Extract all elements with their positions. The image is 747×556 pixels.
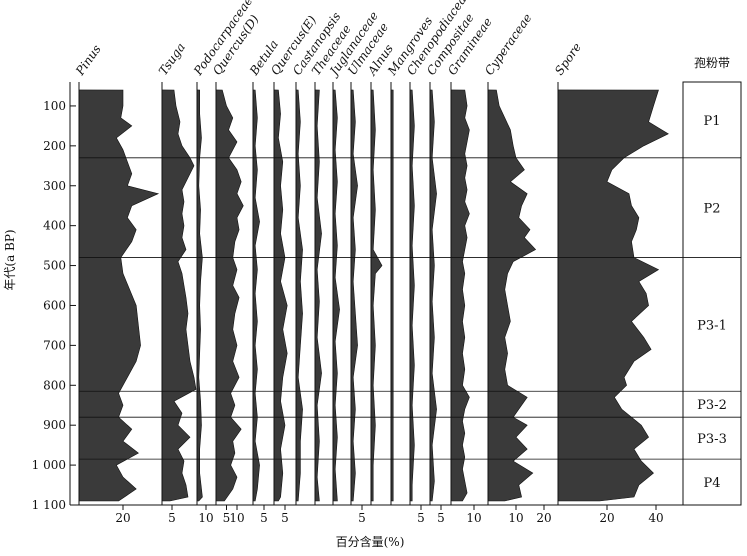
zone-header: 孢粉带 (694, 56, 730, 70)
zone-label: P3-1 (697, 318, 727, 333)
panel-spore: Spore 20 40 (552, 40, 669, 525)
zone-label: P1 (703, 114, 720, 129)
x-tick-label: 10 (466, 511, 481, 525)
x-tick-label: 5 (358, 511, 366, 525)
y-axis-title: 年代(a BP) (3, 229, 17, 290)
y-tick-label: 1 000 (32, 458, 66, 472)
x-tick-label: 5 (281, 511, 289, 525)
x-tick-label: 20 (536, 511, 551, 525)
x-tick-label: 5 (260, 511, 268, 525)
x-tick-label: 5 (417, 511, 425, 525)
area-curve (273, 89, 288, 502)
panel-quercus-e-: Quercus(E)5 (268, 13, 319, 525)
x-tick-label: 5 (223, 511, 231, 525)
area-curve (332, 89, 340, 502)
zone-box (682, 81, 742, 506)
area-curve (215, 89, 244, 502)
x-tick-label: 40 (648, 511, 663, 525)
x-tick-label: 10 (229, 511, 244, 525)
area-curve (78, 89, 160, 502)
area-curve (390, 89, 394, 502)
x-axis-title: 百分含量(%) (336, 534, 405, 549)
y-tick-label: 300 (43, 179, 66, 193)
y-tick-label: 900 (43, 418, 66, 432)
area-curve (196, 89, 203, 502)
area-curve (350, 89, 358, 502)
y-tick-label: 400 (43, 219, 66, 233)
x-tick-label: 10 (198, 511, 213, 525)
y-tick-label: 100 (43, 99, 66, 113)
area-curve (252, 89, 260, 502)
zone-label: P2 (703, 202, 720, 217)
x-tick-label: 20 (599, 511, 614, 525)
panel-tsuga: Tsuga 5 (156, 40, 197, 525)
zone-label: P3-3 (697, 432, 727, 447)
taxon-title: Tsuga (156, 40, 188, 77)
area-curve (161, 89, 197, 502)
x-tick-label: 10 (508, 511, 523, 525)
x-tick-label: 5 (437, 511, 445, 525)
area-curve (429, 89, 437, 502)
area-curve (314, 89, 322, 502)
panel-pinus: Pinus 20 (72, 42, 160, 525)
y-tick-label: 600 (43, 298, 66, 312)
y-tick-label: 1 100 (32, 498, 66, 512)
area-curve (557, 89, 669, 502)
area-curve (370, 89, 383, 502)
zone-column: P1 P2 P3-1 P3-2 P3-3 P4 (79, 81, 742, 506)
zone-label: P4 (703, 476, 720, 491)
x-tick-label: 20 (115, 511, 130, 525)
area-curve (409, 89, 415, 502)
taxon-title: Pinus (72, 42, 103, 78)
zone-label: P3-2 (697, 398, 727, 413)
x-tick-label: 5 (168, 511, 176, 525)
area-curve (487, 89, 537, 502)
panel-theaceae: Theaceae (309, 22, 354, 505)
area-curve (450, 89, 470, 502)
y-tick-label: 200 (43, 139, 66, 153)
y-tick-label: 700 (43, 338, 66, 352)
y-tick-label: 800 (43, 378, 66, 392)
area-curve (295, 89, 303, 502)
y-tick-label: 500 (43, 259, 66, 273)
taxon-title: Spore (552, 40, 584, 77)
